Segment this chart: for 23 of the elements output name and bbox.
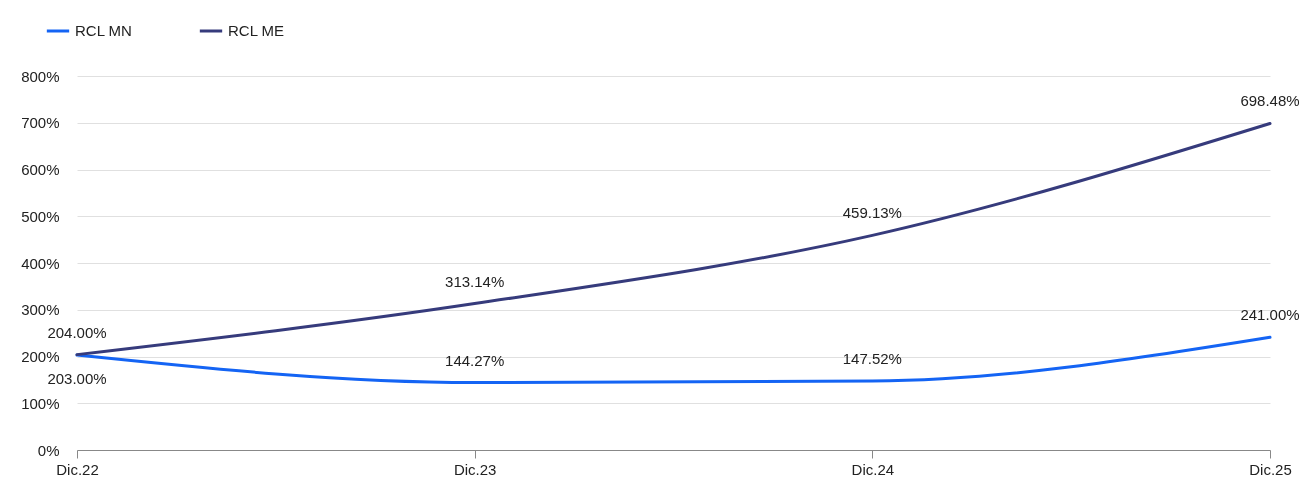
data-label: 313.14% — [445, 272, 505, 290]
y-tick-label: 100% — [21, 394, 60, 412]
data-label: 241.00% — [1240, 306, 1300, 324]
data-label: 698.48% — [1240, 92, 1300, 110]
y-tick-label: 300% — [21, 301, 60, 319]
y-tick-label: 400% — [21, 254, 60, 272]
x-tick-label: Dic.24 — [851, 460, 895, 478]
data-label: 459.13% — [842, 204, 902, 222]
x-tick-label: Dic.22 — [56, 460, 99, 478]
data-label: 204.00% — [47, 323, 107, 341]
data-label: 147.52% — [842, 350, 902, 368]
data-label: 203.00% — [47, 370, 107, 388]
x-tick-label: Dic.25 — [1249, 460, 1292, 478]
legend-label: RCL MN — [75, 22, 132, 39]
y-tick-label: 700% — [21, 114, 60, 132]
data-label: 144.27% — [445, 351, 505, 369]
legend-label: RCL ME — [228, 22, 285, 39]
y-tick-label: 800% — [21, 67, 60, 85]
y-tick-label: 500% — [21, 207, 60, 225]
y-tick-label: 200% — [21, 348, 60, 365]
y-tick-label: 600% — [21, 161, 60, 178]
y-tick-label: 0% — [37, 441, 60, 459]
x-tick-label: Dic.23 — [453, 460, 497, 478]
